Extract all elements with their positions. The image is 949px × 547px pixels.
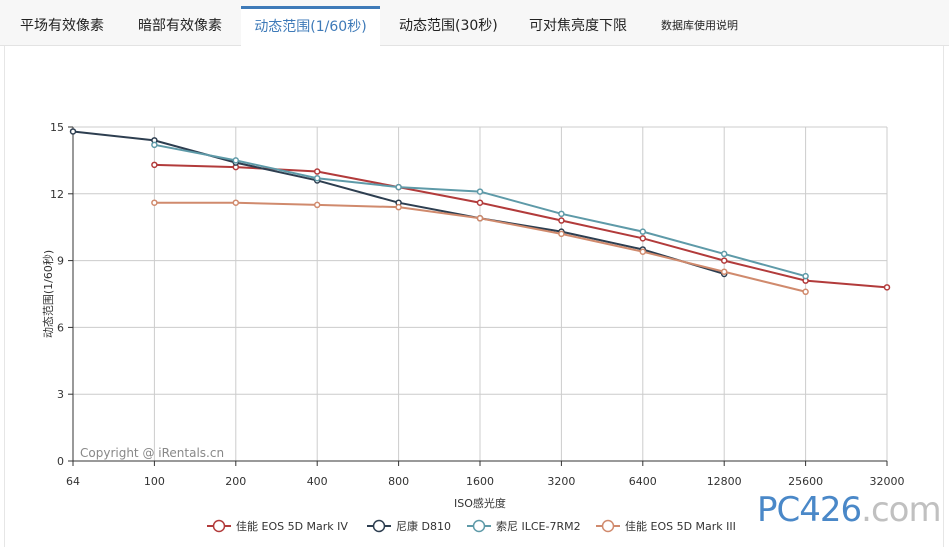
legend-label: 佳能 EOS 5D Mark III — [625, 519, 736, 533]
legend-item-2: 索尼 ILCE-7RM2 — [467, 519, 581, 533]
data-point — [151, 199, 158, 206]
data-point — [883, 284, 891, 291]
y-tick-label: 9 — [57, 255, 64, 268]
x-tick-label: 200 — [225, 475, 246, 488]
data-point — [232, 199, 240, 206]
data-point — [720, 250, 728, 258]
data-point — [639, 235, 647, 242]
data-point — [476, 215, 484, 222]
y-axis-title: 动态范围(1/60秒) — [41, 250, 55, 338]
site-watermark: PC426.com — [757, 490, 942, 530]
x-tick-label: 3200 — [547, 475, 575, 488]
y-tick-label: 12 — [50, 188, 64, 201]
y-tick-label: 6 — [57, 321, 64, 334]
tab-flat-effective-pixels[interactable]: 平场有效像素 — [20, 18, 104, 34]
x-tick-label: 12800 — [707, 475, 742, 488]
tab-dynamic-range-1-60s[interactable]: 动态范围(1/60秒) — [241, 6, 380, 46]
legend-swatch-marker — [212, 519, 226, 533]
data-point — [151, 161, 158, 169]
y-tick-label: 0 — [57, 455, 64, 468]
tab-database-guide[interactable]: 数据库使用说明 — [661, 19, 738, 32]
legend-item-3: 佳能 EOS 5D Mark III — [596, 519, 736, 533]
data-point — [802, 272, 809, 280]
data-point — [720, 268, 728, 275]
x-tick-label: 25600 — [788, 475, 823, 488]
tab-bar: 平场有效像素 暗部有效像素 动态范围(1/60秒) 动态范围(30秒) 可对焦亮… — [0, 0, 949, 46]
x-tick-label: 1600 — [466, 475, 494, 488]
copyright-text: Copyright @ iRentals.cn — [80, 446, 224, 460]
legend-item-1: 尼康 D810 — [367, 519, 451, 533]
legend-swatch-marker — [372, 519, 386, 533]
legend-label: 尼康 D810 — [396, 519, 451, 533]
y-tick-label: 15 — [50, 121, 64, 134]
data-point — [558, 230, 565, 238]
data-point — [476, 199, 484, 206]
x-tick-label: 6400 — [629, 475, 657, 488]
data-point — [720, 257, 728, 264]
data-point — [69, 128, 77, 135]
x-tick-label: 32000 — [870, 475, 905, 488]
legend-item-0: 佳能 EOS 5D Mark IV — [207, 519, 348, 533]
chart-panel — [4, 46, 944, 547]
legend-label: 佳能 EOS 5D Mark IV — [236, 519, 348, 533]
y-tick-label: 3 — [57, 388, 64, 401]
data-point — [313, 201, 321, 209]
tab-dynamic-range-30s[interactable]: 动态范围(30秒) — [399, 18, 498, 34]
legend-label: 索尼 ILCE-7RM2 — [496, 519, 581, 533]
legend-swatch-marker — [472, 519, 486, 533]
tab-focus-brightness-limit[interactable]: 可对焦亮度下限 — [529, 18, 627, 34]
data-point — [639, 248, 647, 255]
data-point — [558, 210, 565, 218]
data-point — [476, 188, 484, 195]
data-point — [313, 168, 321, 175]
legend-swatch-marker — [601, 519, 615, 533]
data-point — [232, 157, 240, 164]
x-axis-title: ISO感光度 — [454, 496, 506, 510]
data-point — [558, 217, 565, 224]
x-tick-label: 800 — [388, 475, 409, 488]
tab-shadow-effective-pixels[interactable]: 暗部有效像素 — [138, 18, 222, 34]
data-point — [395, 183, 402, 191]
x-tick-label: 64 — [66, 475, 80, 488]
data-point — [151, 141, 158, 149]
x-tick-label: 100 — [144, 475, 165, 488]
x-tick-label: 400 — [307, 475, 328, 488]
data-point — [313, 174, 321, 182]
data-point — [395, 203, 402, 211]
data-point — [639, 228, 647, 235]
data-point — [802, 288, 809, 296]
